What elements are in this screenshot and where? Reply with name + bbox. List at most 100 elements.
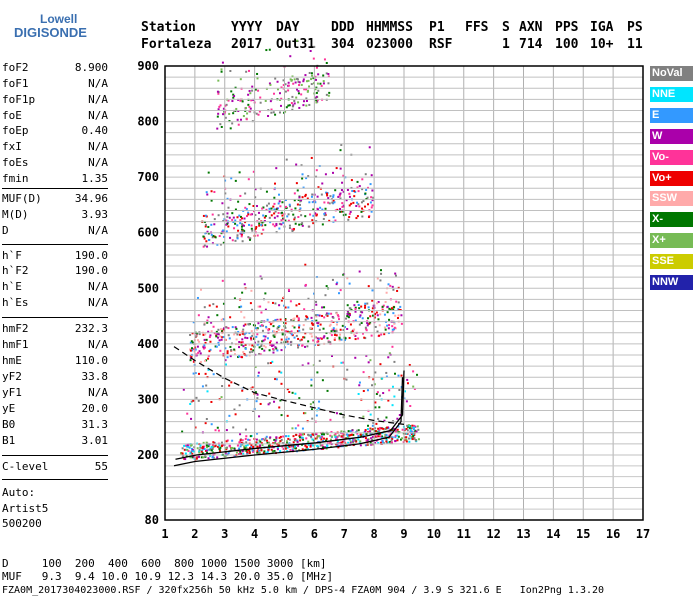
echo-point: [265, 49, 268, 52]
echo-point: [316, 337, 319, 340]
echo-point: [288, 442, 291, 445]
echo-point: [338, 434, 341, 437]
y-tick-label: 600: [137, 226, 159, 240]
echo-point: [266, 204, 269, 207]
echo-point: [367, 322, 370, 325]
echo-point: [206, 390, 209, 393]
echo-point: [383, 326, 386, 329]
echo-point: [201, 452, 204, 455]
echo-point: [285, 338, 288, 341]
echo-point: [211, 242, 214, 245]
echo-point: [388, 441, 391, 444]
echo-point: [370, 210, 373, 213]
echo-point: [304, 345, 307, 348]
echo-point: [189, 341, 192, 344]
echo-point: [342, 328, 345, 331]
echo-point: [289, 78, 292, 81]
echo-point: [396, 438, 399, 441]
echo-point: [246, 215, 249, 218]
echo-point: [273, 212, 276, 215]
echo-point: [366, 431, 369, 434]
echo-point: [225, 219, 228, 222]
echo-point: [315, 319, 318, 322]
x-tick-label: 16: [606, 527, 620, 541]
echo-point: [219, 450, 222, 453]
echo-point: [227, 452, 230, 455]
echo-point: [357, 429, 360, 432]
echo-point: [301, 344, 304, 347]
echo-point: [311, 201, 314, 204]
echo-point: [332, 194, 335, 197]
echo-point: [293, 99, 296, 102]
param-value: 3.01: [81, 434, 109, 447]
echo-point: [323, 58, 326, 61]
echo-point: [315, 101, 318, 104]
echo-point: [230, 381, 233, 384]
echo-point: [276, 80, 279, 83]
echo-point: [368, 430, 371, 433]
echo-point: [245, 118, 248, 121]
echo-point: [226, 215, 229, 218]
echo-point: [317, 321, 320, 324]
echo-point: [187, 443, 190, 446]
echo-point: [396, 434, 399, 437]
echo-point: [366, 196, 369, 199]
echo-point: [210, 223, 213, 226]
echo-point: [400, 374, 403, 377]
echo-point: [297, 92, 300, 95]
echo-point: [222, 229, 225, 232]
echo-point: [394, 428, 397, 431]
echo-point: [282, 79, 285, 82]
echo-point: [280, 219, 283, 222]
param-row: foE N/A: [2, 109, 108, 123]
echo-point: [342, 273, 345, 276]
echo-point: [245, 70, 248, 73]
echo-point: [193, 446, 196, 449]
echo-point: [365, 432, 368, 435]
param-label: M(D): [2, 208, 29, 221]
echo-point: [244, 221, 247, 224]
echo-point: [387, 356, 390, 359]
echo-point: [319, 444, 322, 447]
echo-point: [370, 206, 373, 209]
echo-point: [371, 299, 374, 302]
echo-point: [224, 192, 227, 195]
echo-point: [387, 441, 390, 444]
echo-point: [228, 216, 231, 219]
x-tick-label: 1: [161, 527, 168, 541]
echo-point: [315, 66, 318, 69]
echo-point: [294, 447, 297, 450]
echo-point: [195, 457, 198, 460]
echo-point: [371, 310, 374, 313]
echo-point: [274, 439, 277, 442]
echo-point: [316, 82, 319, 85]
param-value: N/A: [88, 77, 108, 90]
echo-point: [216, 90, 219, 93]
echo-point: [316, 314, 319, 317]
echo-point: [254, 88, 257, 91]
echo-point: [385, 375, 388, 378]
echo-point: [269, 362, 272, 365]
echo-point: [305, 97, 308, 100]
echo-point: [302, 104, 305, 107]
echo-point: [330, 431, 333, 434]
echo-point: [207, 445, 210, 448]
echo-point: [370, 432, 373, 435]
echo-point: [275, 347, 278, 350]
echo-point: [412, 428, 415, 431]
echo-point: [245, 207, 248, 210]
echo-point: [340, 361, 343, 364]
echo-point: [369, 427, 372, 430]
echo-point: [279, 104, 282, 107]
echo-point: [245, 441, 248, 444]
echo-point: [234, 455, 237, 458]
echo-point: [272, 111, 275, 114]
echo-point: [220, 68, 223, 71]
echo-point: [281, 214, 284, 217]
echo-point: [354, 356, 357, 359]
echo-point: [348, 216, 351, 219]
echo-point: [358, 270, 361, 273]
echo-point: [325, 439, 328, 442]
echo-point: [282, 447, 285, 450]
param-label: foF2: [2, 61, 29, 74]
